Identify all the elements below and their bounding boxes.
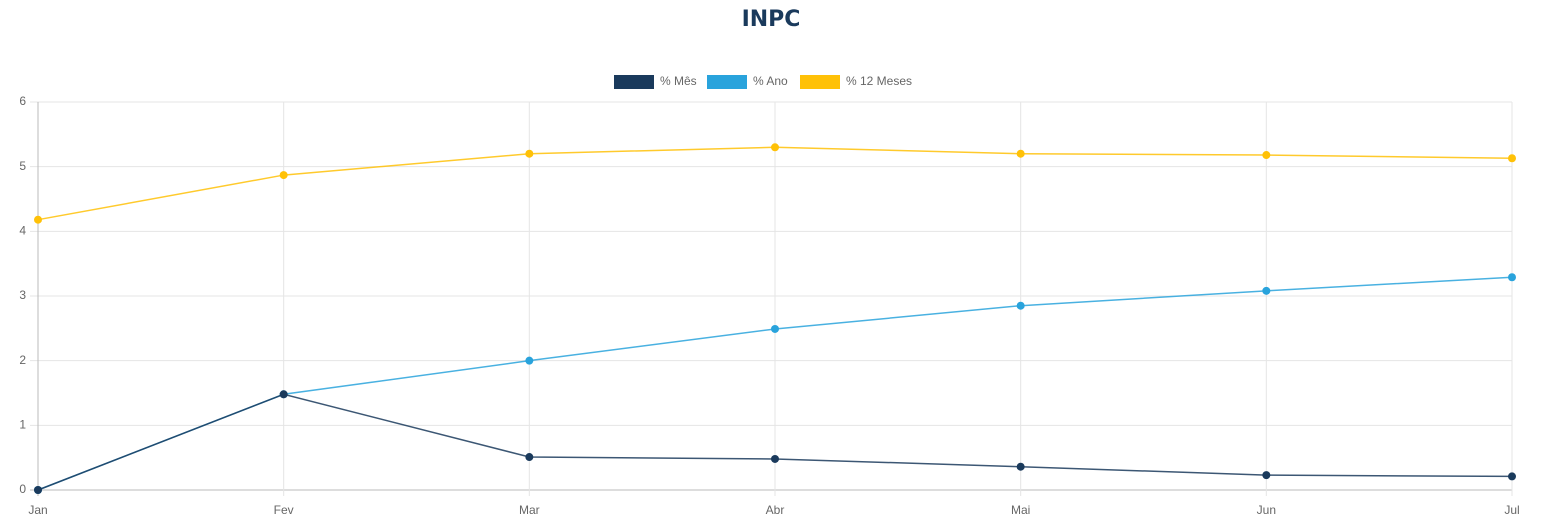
data-point [1508,154,1516,163]
data-point [34,486,42,494]
legend-label: % Mês [660,74,697,88]
x-tick-label: Jun [1257,503,1276,517]
x-tick-label: Fev [274,503,294,517]
data-point [34,215,42,224]
x-tick-label: Jan [28,503,47,517]
chart-title: INPC [742,7,801,32]
data-point [1508,273,1516,282]
data-point [771,324,779,333]
data-point [1508,472,1516,481]
data-point [525,149,534,158]
data-point [279,390,288,399]
y-tick-label: 2 [19,353,26,367]
data-point [1262,471,1271,480]
data-point [771,454,779,463]
legend-swatch [614,75,654,89]
x-tick-label: Mar [519,503,540,517]
x-tick-label: Jul [1504,503,1519,517]
data-point [771,143,779,152]
legend-label: % Ano [753,74,788,88]
y-tick-label: 6 [19,94,26,108]
data-point [1016,301,1025,310]
y-tick-label: 0 [19,482,26,496]
data-point [525,356,534,365]
y-tick-label: 3 [19,288,26,302]
y-tick-label: 4 [19,224,26,238]
y-tick-label: 1 [19,418,26,432]
data-point [1262,151,1271,160]
data-point [1262,286,1271,295]
legend-swatch [800,75,840,89]
x-tick-label: Abr [766,503,785,517]
data-point [1016,462,1025,471]
y-tick-label: 5 [19,159,26,173]
legend-label: % 12 Meses [846,74,912,88]
data-point [1016,149,1025,158]
x-tick-label: Mai [1011,503,1030,517]
legend-swatch [707,75,747,89]
data-point [525,453,534,462]
data-point [279,171,288,180]
